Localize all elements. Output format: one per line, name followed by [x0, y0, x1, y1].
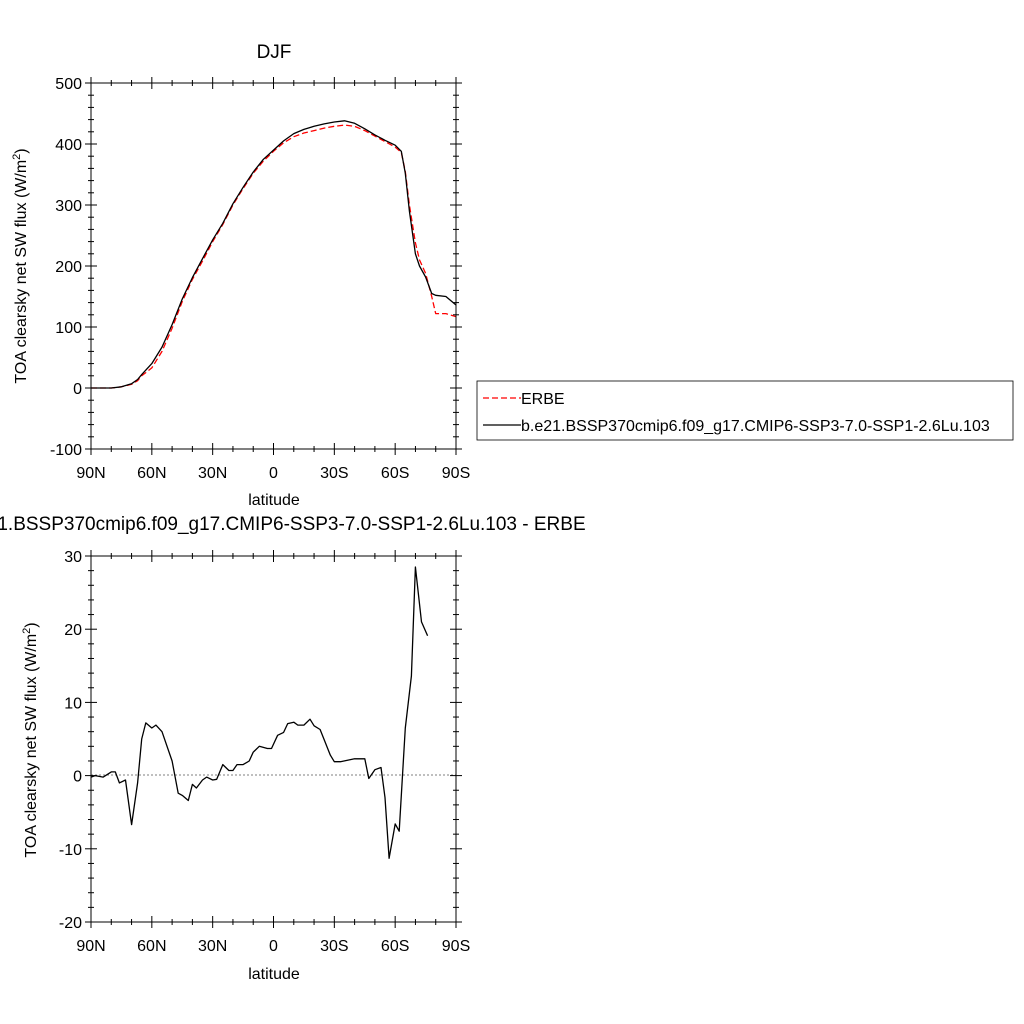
bottom-series-group	[90, 566, 429, 859]
top-chart-title: DJF	[257, 42, 292, 63]
bottom-chart-title: b.e21.BSSP370cmip6.f09_g17.CMIP6-SSP3-7.…	[0, 514, 586, 535]
bottom-y-tick-label: -20	[59, 915, 82, 932]
bottom-x-tick-label: 60S	[381, 938, 409, 955]
bottom-y-tick-label: 0	[73, 769, 82, 786]
top-x-tick-label: 30N	[198, 465, 227, 482]
bottom-ticks-group: 90N 60N 30N 0 30S 60S 90S -20 -10 0 10 20 30	[59, 549, 470, 955]
legend-box	[476, 380, 1014, 441]
top-series-line-model	[91, 120, 457, 389]
bottom-x-tick-label: 30N	[198, 938, 227, 955]
bottom-x-axis-label: latitude	[248, 966, 300, 983]
legend: ERBE b.e21.BSSP370cmip6.f09_g17.CMIP6-SS…	[476, 380, 1014, 441]
bottom-y-tick-label: -10	[59, 842, 82, 859]
top-panel: DJF 90N 60N 30N 0 30S 60S 90S -100 0 100 200 300 400…	[11, 42, 1014, 509]
top-y-tick-label: 200	[55, 259, 82, 276]
bottom-x-tick-label: 90S	[442, 938, 470, 955]
bottom-series-line-model	[90, 566, 429, 859]
bottom-y-axis-label: TOA clearsky net SW flux (W/m2)	[21, 622, 40, 857]
top-x-tick-label: 60N	[137, 465, 166, 482]
bottom-x-tick-label: 0	[269, 938, 278, 955]
bottom-x-tick-label: 90N	[76, 938, 105, 955]
bottom-plot-frame	[90, 555, 457, 923]
top-series-group	[91, 120, 457, 389]
top-ticks-group: 90N 60N 30N 0 30S 60S 90S -100 0 100 200 300 400 500	[50, 76, 470, 482]
bottom-y-tick-label: 30	[64, 549, 82, 566]
top-x-tick-label: 90S	[442, 465, 470, 482]
legend-model-label: b.e21.BSSP370cmip6.f09_g17.CMIP6-SSP3-7.…	[521, 418, 990, 435]
top-x-tick-label: 90N	[76, 465, 105, 482]
top-y-tick-label: -100	[50, 442, 82, 459]
top-y-tick-label: 100	[55, 320, 82, 337]
top-x-tick-label: 0	[269, 465, 278, 482]
top-y-axis-label: TOA clearsky net SW flux (W/m2)	[11, 148, 30, 383]
top-y-tick-label: 500	[55, 76, 82, 93]
bottom-y-tick-label: 10	[64, 695, 82, 712]
top-series-line-erbe	[91, 124, 457, 389]
bottom-x-tick-label: 30S	[320, 938, 348, 955]
bottom-panel: b.e21.BSSP370cmip6.f09_g17.CMIP6-SSP3-7.…	[0, 514, 586, 983]
bottom-y-tick-label: 20	[64, 622, 82, 639]
top-x-axis-label: latitude	[248, 492, 300, 509]
top-y-tick-label: 0	[73, 381, 82, 398]
top-x-tick-label: 30S	[320, 465, 348, 482]
top-x-tick-label: 60S	[381, 465, 409, 482]
top-y-tick-label: 300	[55, 198, 82, 215]
top-plot-frame	[90, 82, 457, 450]
legend-erbe-label: ERBE	[521, 391, 565, 408]
bottom-x-tick-label: 60N	[137, 938, 166, 955]
top-y-tick-label: 400	[55, 137, 82, 154]
